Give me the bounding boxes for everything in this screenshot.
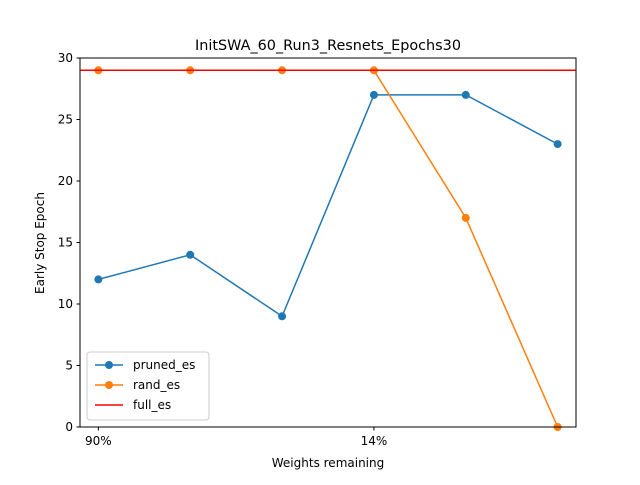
data-point-rand_es: [461, 213, 470, 222]
legend: pruned_es rand_es full_es: [86, 351, 210, 421]
data-point-pruned_es: [186, 250, 195, 259]
y-tick-label: 20: [58, 174, 73, 188]
legend-label-rand_es: rand_es: [133, 378, 180, 392]
x-tick-label: 14%: [361, 434, 388, 448]
data-point-pruned_es: [553, 140, 562, 149]
chart-title: InitSWA_60_Run3_Resnets_Epochs30: [195, 38, 461, 54]
y-tick-label: 30: [58, 51, 73, 65]
y-tick-label: 15: [58, 236, 73, 250]
legend-marker-rand_es: [105, 381, 113, 389]
legend-marker-pruned_es: [105, 361, 113, 369]
data-point-pruned_es: [94, 275, 103, 284]
x-axis-ticks: 90% 14%: [85, 427, 387, 448]
plot-series: [80, 66, 576, 431]
legend-label-full_es: full_es: [133, 398, 171, 412]
data-point-pruned_es: [278, 312, 287, 321]
data-point-pruned_es: [461, 90, 470, 99]
legend-box: [86, 351, 210, 421]
x-axis-label: Weights remaining: [272, 456, 384, 470]
y-tick-label: 10: [58, 297, 73, 311]
data-point-pruned_es: [369, 90, 378, 99]
plot-frame: [79, 57, 577, 428]
y-axis-label: Early Stop Epoch: [33, 192, 47, 294]
y-axis-ticks: 0 5 10 15 20 25 30: [58, 51, 80, 434]
y-tick-label: 5: [65, 359, 73, 373]
y-tick-label: 0: [65, 420, 73, 434]
series-line-pruned_es: [98, 94, 558, 318]
legend-label-pruned_es: pruned_es: [133, 358, 195, 372]
y-tick-label: 25: [58, 113, 73, 127]
x-tick-label: 90%: [85, 434, 112, 448]
